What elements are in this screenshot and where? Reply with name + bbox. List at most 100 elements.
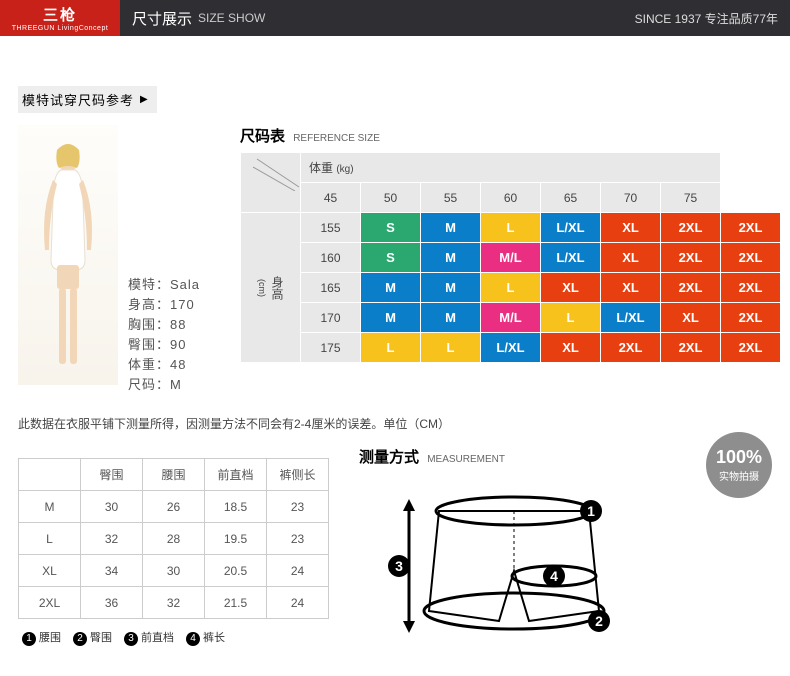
section-heading-text: 模特试穿尺码参考 [22, 90, 134, 109]
size-cell: 2XL [661, 213, 721, 243]
logo-text: 三枪 [43, 7, 77, 24]
meas-col [19, 459, 81, 491]
weight-col-60: 60 [481, 183, 541, 213]
header-title-en: SIZE SHOW [198, 11, 265, 25]
model-height: 170 [170, 297, 195, 312]
svg-text:4: 4 [550, 568, 558, 584]
weight-col-45: 45 [301, 183, 361, 213]
section-heading: 模特试穿尺码参考 ▶ [18, 86, 157, 113]
height-row-170: 170 [301, 303, 361, 333]
size-cell: L [481, 273, 541, 303]
size-cell: M [421, 213, 481, 243]
meas-cell: L [19, 523, 81, 555]
size-cell: XL [541, 273, 601, 303]
weight-col-50: 50 [361, 183, 421, 213]
meas-cell: 30 [143, 555, 205, 587]
meas-cell: 21.5 [205, 587, 267, 619]
meas-cell: 32 [81, 523, 143, 555]
meas-cell: 28 [143, 523, 205, 555]
meas-cell: 23 [267, 491, 329, 523]
meas-cell: XL [19, 555, 81, 587]
size-cell: XL [541, 333, 601, 363]
header-right: SINCE 1937 专注品质77年 [635, 10, 778, 27]
size-cell: M [421, 303, 481, 333]
measurement-table: 臀围腰围前直档裤侧长M302618.523L322819.523XL343020… [18, 458, 329, 619]
size-cell: L/XL [601, 303, 661, 333]
meas-cell: M [19, 491, 81, 523]
meas-cell: 19.5 [205, 523, 267, 555]
meas-cell: 24 [267, 555, 329, 587]
size-cell: XL [601, 213, 661, 243]
size-cell: M [361, 303, 421, 333]
brand-logo: 三枪 THREEGUN LivingConcept [0, 0, 120, 36]
size-cell: L/XL [541, 243, 601, 273]
meas-cell: 20.5 [205, 555, 267, 587]
measure-column: 100% 实物拍摄 测量方式 MEASUREMENT 1 2 4 [359, 440, 772, 656]
meas-cell: 2XL [19, 587, 81, 619]
model-size: M [170, 377, 182, 392]
size-grid: 体重 (kg)45505560657075身高(cm)155SMLL/XLXL2… [240, 152, 781, 363]
height-row-175: 175 [301, 333, 361, 363]
badge: 100% 实物拍摄 [706, 432, 772, 498]
measurement-table-wrap: 臀围腰围前直档裤侧长M302618.523L322819.523XL343020… [18, 440, 329, 646]
size-cell: L [421, 333, 481, 363]
size-cell: 2XL [721, 333, 781, 363]
size-cell: L/XL [541, 213, 601, 243]
model-name-label: 模特： [128, 277, 170, 292]
size-cell: L [541, 303, 601, 333]
size-cell: 2XL [721, 243, 781, 273]
size-cell: 2XL [661, 243, 721, 273]
header-bar: 三枪 THREEGUN LivingConcept 尺寸展示 SIZE SHOW… [0, 0, 790, 36]
legend-item: 4裤长 [186, 632, 225, 644]
size-cell: L [361, 333, 421, 363]
model-info: 模特：Sala 身高：170 胸围：88 臀围：90 体重：48 尺码：M [128, 275, 200, 395]
size-cell: M [361, 273, 421, 303]
model-row: 模特：Sala 身高：170 胸围：88 臀围：90 体重：48 尺码：M 尺码… [0, 125, 790, 395]
model-bust: 88 [170, 317, 186, 332]
weight-col-70: 70 [601, 183, 661, 213]
height-row-160: 160 [301, 243, 361, 273]
size-cell: 2XL [661, 273, 721, 303]
meas-col: 腰围 [143, 459, 205, 491]
model-hip: 90 [170, 337, 186, 352]
weight-col-75: 75 [661, 183, 721, 213]
badge-big: 100% [716, 447, 762, 468]
size-cell: M [421, 243, 481, 273]
meas-cell: 32 [143, 587, 205, 619]
meas-cell: 24 [267, 587, 329, 619]
height-row-155: 155 [301, 213, 361, 243]
meas-col: 臀围 [81, 459, 143, 491]
model-size-label: 尺码： [128, 377, 170, 392]
model-hip-label: 臀围： [128, 337, 170, 352]
size-cell: 2XL [721, 273, 781, 303]
logo-subtext: THREEGUN LivingConcept [12, 25, 109, 32]
model-name: Sala [170, 277, 200, 292]
weight-col-55: 55 [421, 183, 481, 213]
size-cell: S [361, 243, 421, 273]
model-photo [18, 125, 118, 385]
size-cell: M/L [481, 303, 541, 333]
measure-diagram: 1 2 4 3 [359, 481, 772, 656]
weight-col-65: 65 [541, 183, 601, 213]
model-column: 模特：Sala 身高：170 胸围：88 臀围：90 体重：48 尺码：M [0, 125, 240, 395]
arrow-icon: ▶ [140, 94, 149, 105]
height-row-165: 165 [301, 273, 361, 303]
size-cell: S [361, 213, 421, 243]
badge-small: 实物拍摄 [719, 468, 759, 483]
meas-cell: 26 [143, 491, 205, 523]
size-cell: L/XL [481, 333, 541, 363]
size-cell: XL [601, 273, 661, 303]
size-table-title-en: REFERENCE SIZE [293, 133, 380, 144]
meas-cell: 34 [81, 555, 143, 587]
meas-cell: 30 [81, 491, 143, 523]
legend-item: 1腰围 [22, 632, 61, 644]
corner-icon [241, 153, 301, 213]
weight-label-header: 体重 (kg) [301, 153, 721, 183]
svg-text:1: 1 [587, 503, 595, 519]
svg-text:3: 3 [395, 558, 403, 574]
meas-col: 前直档 [205, 459, 267, 491]
legend-item: 2臀围 [73, 632, 112, 644]
note-text: 此数据在衣服平铺下测量所得，因测量方法不同会有2-4厘米的误差。单位（CM） [18, 415, 790, 432]
legend: 1腰围2臀围3前直档4裤长 [18, 629, 329, 646]
meas-cell: 18.5 [205, 491, 267, 523]
